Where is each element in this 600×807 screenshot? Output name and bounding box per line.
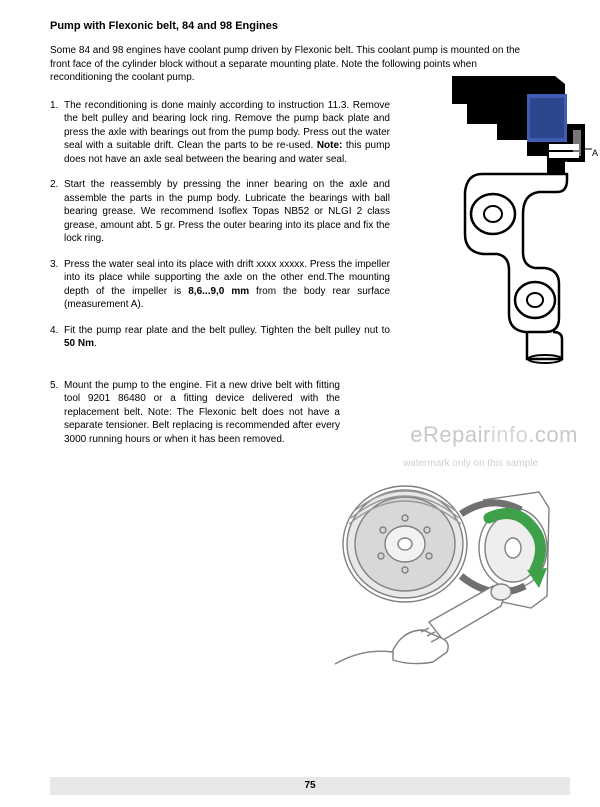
section-title: Pump with Flexonic belt, 84 and 98 Engin…: [50, 20, 570, 32]
manual-page: Pump with Flexonic belt, 84 and 98 Engin…: [0, 0, 600, 807]
page-number: 75: [50, 777, 570, 795]
belt-fitting-figure: [333, 452, 578, 667]
impeller-depth: 8,6...9,0 mm: [188, 286, 249, 297]
torque-value: 50 Nm: [64, 338, 94, 349]
step-text: Fit the pump rear plate and the belt pul…: [64, 325, 390, 336]
pump-cross-section-figure: [427, 74, 592, 364]
step-5: Mount the pump to the engine. Fit a new …: [50, 379, 340, 447]
measurement-a-label: A: [592, 148, 598, 158]
note-label: Note:: [317, 140, 343, 151]
step-text: .: [94, 338, 97, 349]
step-text: Start the reassembly by pressing the inn…: [64, 179, 390, 244]
step-text: Mount the pump to the engine. Fit a new …: [64, 380, 340, 445]
